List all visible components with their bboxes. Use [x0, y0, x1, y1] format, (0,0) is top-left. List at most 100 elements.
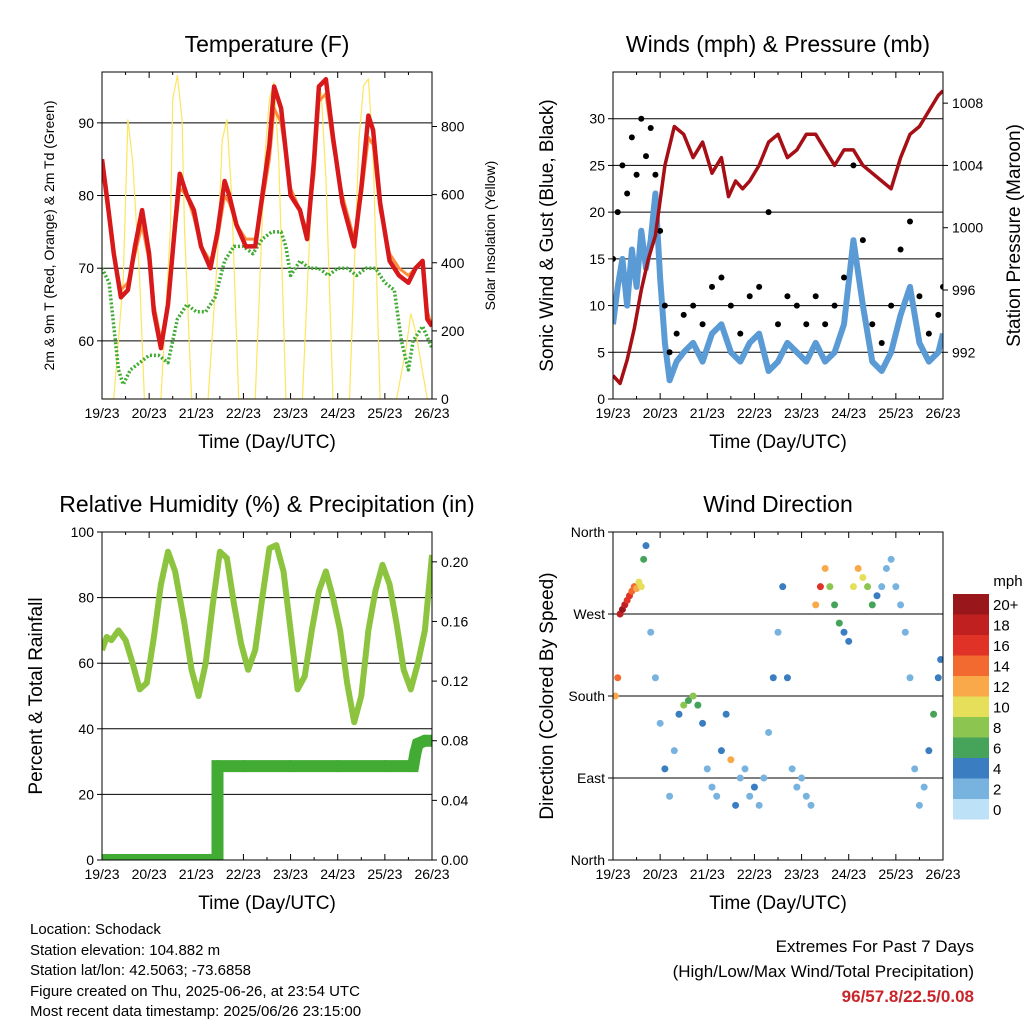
direction-point — [835, 619, 843, 627]
direction-point — [675, 710, 683, 718]
y-tick-label: 0 — [86, 852, 94, 868]
panel-humidity: Relative Humidity (%) & Precipitation (i… — [26, 491, 475, 914]
direction-point — [666, 792, 674, 800]
x-tick-label: 24/23 — [320, 405, 355, 421]
colorbar-label: 8 — [993, 720, 1001, 737]
y-right-tick-label: 0.04 — [441, 792, 468, 808]
colorbar-label: 20+ — [993, 597, 1019, 614]
station-info: Location: Schodack Station elevation: 10… — [30, 920, 361, 1023]
x-tick-label: 19/23 — [84, 405, 119, 421]
colorbar: mph 20+ 18 16 14 12 10 8 6 4 2 0 — [953, 573, 1023, 820]
direction-point — [882, 564, 890, 572]
colorbar-label: 4 — [993, 761, 1001, 778]
gust-point — [699, 321, 706, 328]
colorbar-swatch — [953, 614, 989, 635]
x-tick-label: 26/23 — [925, 866, 960, 882]
x-axis-label: Time (Day/UTC) — [198, 432, 336, 453]
x-tick-label: 20/23 — [643, 405, 678, 421]
extremes-box: Extremes For Past 7 Days (High/Low/Max W… — [673, 934, 974, 1009]
x-axis-label: Time (Day/UTC) — [709, 432, 847, 453]
y-tick-label: 70 — [78, 260, 94, 276]
direction-point — [906, 674, 914, 682]
gust-point — [822, 321, 829, 328]
direction-point — [765, 728, 773, 736]
direction-point — [746, 792, 754, 800]
x-tick-label: 20/23 — [132, 405, 167, 421]
created-text: Figure created on Thu, 2025-06-26, at 23… — [30, 982, 360, 1000]
x-tick-label: 23/23 — [784, 866, 819, 882]
direction-point — [788, 765, 796, 773]
x-tick-label: 21/23 — [179, 405, 214, 421]
direction-point — [892, 583, 900, 591]
direction-point — [802, 792, 810, 800]
chart-title: Temperature (F) — [185, 31, 350, 57]
gust-point — [619, 162, 626, 169]
y-tick-label: North — [571, 524, 605, 540]
y-tick-label: 20 — [589, 204, 605, 220]
x-tick-label: 21/23 — [690, 866, 725, 882]
y-tick-label: 80 — [78, 188, 94, 204]
y-right-tick-label: 600 — [441, 187, 465, 203]
x-tick-label: 19/23 — [595, 405, 630, 421]
direction-point — [845, 637, 853, 645]
x-tick-label: 22/23 — [737, 866, 772, 882]
direction-point — [937, 656, 943, 664]
y-tick-label: 30 — [589, 111, 605, 127]
y-tick-label: 5 — [597, 344, 605, 360]
direction-point — [642, 542, 650, 550]
direction-point — [783, 674, 791, 682]
gust-point — [718, 274, 725, 281]
gust-point — [850, 162, 857, 169]
colorbar-swatch — [953, 655, 989, 676]
y-tick-label: 10 — [589, 298, 605, 314]
y-tick-label: 0 — [597, 391, 605, 407]
extremes-title: Extremes For Past 7 Days — [775, 937, 974, 956]
x-tick-label: 22/23 — [737, 405, 772, 421]
direction-point — [717, 747, 725, 755]
direction-point — [694, 701, 702, 709]
precip-line — [102, 734, 432, 860]
gust-point — [727, 302, 734, 309]
gust-point — [916, 293, 923, 300]
gust-point — [613, 255, 616, 262]
y-right-tick-label: 992 — [952, 344, 976, 360]
direction-point — [727, 756, 735, 764]
gust-point — [633, 171, 640, 178]
series-line-pressure — [613, 89, 943, 386]
location-text: Location: Schodack — [30, 921, 161, 938]
recent-data-text: Most recent data timestamp: 2025/06/26 2… — [30, 1003, 362, 1020]
series-line-rh — [102, 542, 432, 726]
y-right-tick-label: 1008 — [952, 95, 983, 111]
y-right-tick-label: 0 — [441, 391, 449, 407]
gust-point — [897, 246, 904, 253]
direction-point — [774, 628, 782, 636]
y-tick-label: East — [577, 770, 605, 786]
chart-title: Winds (mph) & Pressure (mb) — [626, 31, 930, 57]
direction-point — [793, 783, 801, 791]
direction-point — [798, 774, 806, 782]
y-right-axis-label: Station Pressure (Maroon) — [1004, 124, 1024, 347]
plot-frame — [101, 531, 433, 861]
x-tick-label: 24/23 — [831, 866, 866, 882]
x-tick-label: 26/23 — [925, 405, 960, 421]
x-axis-label: Time (Day/UTC) — [709, 893, 847, 914]
colorbar-swatch — [953, 676, 989, 697]
gust-point — [709, 283, 715, 290]
y-tick-label: West — [573, 606, 605, 622]
direction-point — [915, 801, 923, 809]
y-tick-label: 20 — [78, 786, 94, 802]
direction-point — [647, 628, 655, 636]
direction-point — [779, 583, 787, 591]
series-line-t2m — [102, 77, 432, 351]
colorbar-swatch — [953, 594, 989, 615]
y-right-tick-label: 400 — [441, 255, 465, 271]
gust-point — [793, 302, 800, 309]
direction-point — [930, 710, 938, 718]
direction-point — [732, 801, 740, 809]
gust-point — [878, 339, 885, 346]
x-axis-label: Time (Day/UTC) — [198, 893, 336, 914]
x-tick-label: 25/23 — [878, 866, 913, 882]
y-tick-label: 90 — [78, 115, 94, 131]
x-tick-label: 23/23 — [273, 866, 308, 882]
colorbar-swatch — [953, 635, 989, 656]
